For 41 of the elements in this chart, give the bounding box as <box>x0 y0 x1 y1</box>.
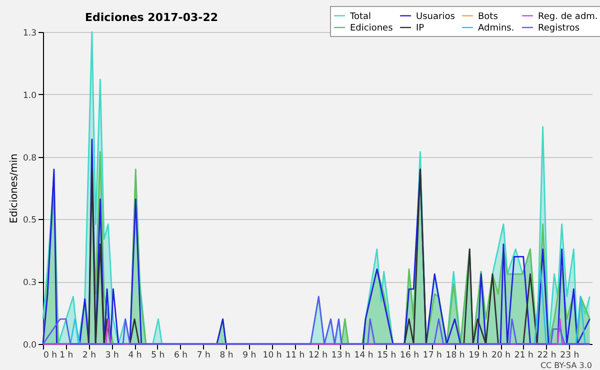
x-tick-label: 10 h <box>262 350 282 360</box>
x-tick-label: 4 h <box>128 350 142 360</box>
x-tick-label: 3 h <box>105 350 119 360</box>
legend-label: IP <box>416 24 425 34</box>
x-tick-label: 14 h <box>354 350 374 360</box>
x-tick-label: 7 h <box>196 350 210 360</box>
y-axis-title: Ediciones/min <box>8 154 20 224</box>
legend-label: Registros <box>538 24 580 34</box>
x-tick-label: 9 h <box>242 350 256 360</box>
y-tick-label: 1.3 <box>22 28 36 38</box>
legend-label: Reg. de adm. <box>538 12 598 22</box>
text: CC BY-SA 3.0 <box>540 361 592 370</box>
x-tick-label: 0 h <box>44 350 57 360</box>
x-tick-label: 17 h <box>422 350 442 360</box>
y-tick-label: 0.8 <box>22 153 36 164</box>
legend-label: Ediciones <box>350 24 394 34</box>
legend-label: Admins. <box>478 24 514 34</box>
legend-label: Usuarios <box>416 12 456 22</box>
y-tick-label: 0.5 <box>22 216 36 226</box>
x-tick-label: 21 h <box>514 350 534 360</box>
x-tick-label: 23 h <box>560 350 580 360</box>
y-tick-label: 0.0 <box>22 340 36 350</box>
x-tick-label: 1 h <box>60 350 74 360</box>
x-tick-label: 11 h <box>286 350 305 360</box>
x-tick-label: 5 h <box>151 350 165 360</box>
y-tick-label: 0.3 <box>22 278 36 288</box>
x-tick-label: 13 h <box>331 350 350 360</box>
x-tick-label: 15 h <box>377 350 396 360</box>
x-tick-label: 19 h <box>468 350 488 360</box>
legend-label: Bots <box>478 12 498 22</box>
x-tick-label: 6 h <box>174 350 188 360</box>
x-tick-label: 2 h <box>82 350 96 360</box>
x-tick-label: 12 h <box>308 350 328 360</box>
x-tick-label: 16 h <box>400 350 419 360</box>
x-tick-label: 8 h <box>220 350 234 360</box>
y-tick-label: 1.0 <box>22 90 36 101</box>
x-tick-label: 18 h <box>446 350 465 360</box>
x-tick-label: 20 h <box>492 350 510 360</box>
legend-label: Total <box>349 12 372 22</box>
chart-title: Ediciones 2017-03-22 <box>85 11 218 24</box>
x-tick-label: 22 h <box>537 350 556 360</box>
